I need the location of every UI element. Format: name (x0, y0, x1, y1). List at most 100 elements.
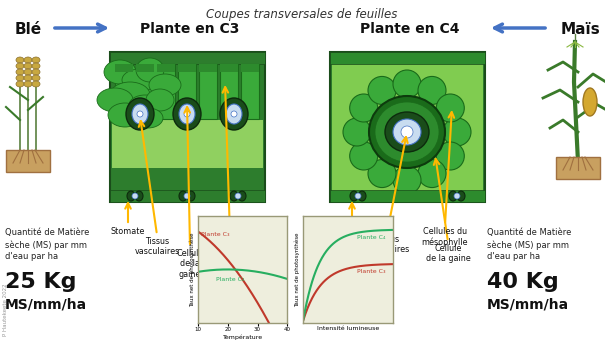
Y-axis label: Taux net de photosynthèse: Taux net de photosynthèse (295, 232, 300, 307)
Y-axis label: Taux net de photosynthèse: Taux net de photosynthèse (189, 232, 195, 307)
Bar (330, 190, 485, 202)
Ellipse shape (24, 57, 32, 63)
Text: Plante C₄: Plante C₄ (216, 277, 244, 282)
Ellipse shape (16, 75, 24, 81)
Text: Stomate: Stomate (335, 227, 369, 236)
Text: Plante en C3: Plante en C3 (140, 22, 240, 36)
Ellipse shape (24, 81, 32, 87)
Ellipse shape (179, 191, 187, 201)
Ellipse shape (418, 76, 446, 104)
Ellipse shape (238, 191, 246, 201)
Bar (115, 64, 133, 119)
Ellipse shape (132, 104, 148, 124)
Bar (115, 64, 133, 72)
Ellipse shape (235, 193, 241, 199)
Text: Cellules du
parenchyme: Cellules du parenchyme (204, 237, 255, 256)
Ellipse shape (149, 74, 181, 96)
Text: 25 Kg: 25 Kg (5, 272, 76, 292)
Ellipse shape (220, 98, 248, 130)
Ellipse shape (32, 75, 40, 81)
Bar (157, 64, 175, 72)
Bar (136, 64, 154, 119)
Text: Cellules du
mésophylle: Cellules du mésophylle (422, 227, 468, 247)
Bar (136, 64, 154, 72)
Ellipse shape (24, 63, 32, 69)
Text: Tissus
vasculaires: Tissus vasculaires (364, 235, 410, 254)
Ellipse shape (127, 191, 135, 201)
Ellipse shape (457, 191, 465, 201)
Bar (178, 64, 196, 119)
Ellipse shape (369, 96, 445, 168)
Bar (330, 52, 485, 202)
Ellipse shape (32, 81, 40, 87)
Ellipse shape (393, 70, 421, 98)
Ellipse shape (132, 193, 138, 199)
Text: Stomate: Stomate (111, 227, 145, 236)
Ellipse shape (355, 193, 361, 199)
Ellipse shape (436, 142, 464, 170)
Bar (178, 64, 196, 72)
Ellipse shape (179, 104, 195, 124)
Text: Maïs: Maïs (560, 22, 600, 37)
Ellipse shape (436, 94, 464, 122)
Ellipse shape (16, 69, 24, 75)
Text: Blé: Blé (15, 22, 42, 37)
Bar (241, 64, 259, 72)
Ellipse shape (184, 193, 190, 199)
Ellipse shape (97, 88, 133, 112)
Text: P Hautekeete 2022: P Hautekeete 2022 (3, 283, 8, 336)
Text: Plante C₃: Plante C₃ (357, 269, 385, 274)
Ellipse shape (368, 159, 396, 188)
Ellipse shape (135, 191, 143, 201)
Bar (110, 190, 265, 202)
Text: Cellule
de la
gaine: Cellule de la gaine (176, 249, 204, 279)
Bar (220, 64, 238, 119)
Bar (220, 64, 238, 72)
Ellipse shape (358, 191, 366, 201)
X-axis label: Intensité lumineuse: Intensité lumineuse (317, 326, 379, 331)
Ellipse shape (104, 60, 136, 84)
Text: Quantité de Matière
sèche (MS) par mm
d'eau par ha: Quantité de Matière sèche (MS) par mm d'… (487, 228, 571, 261)
Bar (199, 64, 217, 119)
X-axis label: Température: Température (223, 335, 263, 340)
Ellipse shape (350, 142, 378, 170)
Ellipse shape (122, 69, 158, 91)
Ellipse shape (110, 82, 150, 108)
Ellipse shape (187, 191, 195, 201)
Ellipse shape (343, 118, 371, 146)
Ellipse shape (418, 159, 446, 188)
Ellipse shape (443, 118, 471, 146)
Text: Plante C₄: Plante C₄ (357, 235, 385, 240)
Text: 40 Kg: 40 Kg (487, 272, 559, 292)
Ellipse shape (375, 102, 439, 162)
Ellipse shape (136, 58, 164, 82)
Ellipse shape (454, 193, 460, 199)
Text: Cellule
de la gaine: Cellule de la gaine (426, 244, 470, 264)
Ellipse shape (24, 69, 32, 75)
Ellipse shape (16, 57, 24, 63)
Bar (332, 54, 483, 200)
Bar (157, 64, 175, 119)
Text: Plante C₃: Plante C₃ (201, 232, 229, 237)
Ellipse shape (146, 89, 174, 111)
Ellipse shape (230, 191, 238, 201)
Bar (241, 64, 259, 119)
Ellipse shape (16, 63, 24, 69)
Ellipse shape (32, 57, 40, 63)
Text: Coupes transversales de feuilles: Coupes transversales de feuilles (206, 8, 397, 21)
Ellipse shape (350, 94, 378, 122)
Ellipse shape (231, 111, 237, 117)
Bar (110, 52, 265, 64)
Bar (199, 64, 217, 72)
Bar (6, 150, 50, 172)
Ellipse shape (583, 88, 597, 116)
Ellipse shape (385, 112, 429, 152)
Ellipse shape (137, 111, 143, 117)
Ellipse shape (32, 63, 40, 69)
Ellipse shape (24, 75, 32, 81)
Ellipse shape (129, 95, 161, 115)
Ellipse shape (184, 111, 190, 117)
Ellipse shape (226, 104, 242, 124)
Ellipse shape (108, 103, 142, 127)
Text: MS/mm/ha: MS/mm/ha (5, 298, 87, 312)
